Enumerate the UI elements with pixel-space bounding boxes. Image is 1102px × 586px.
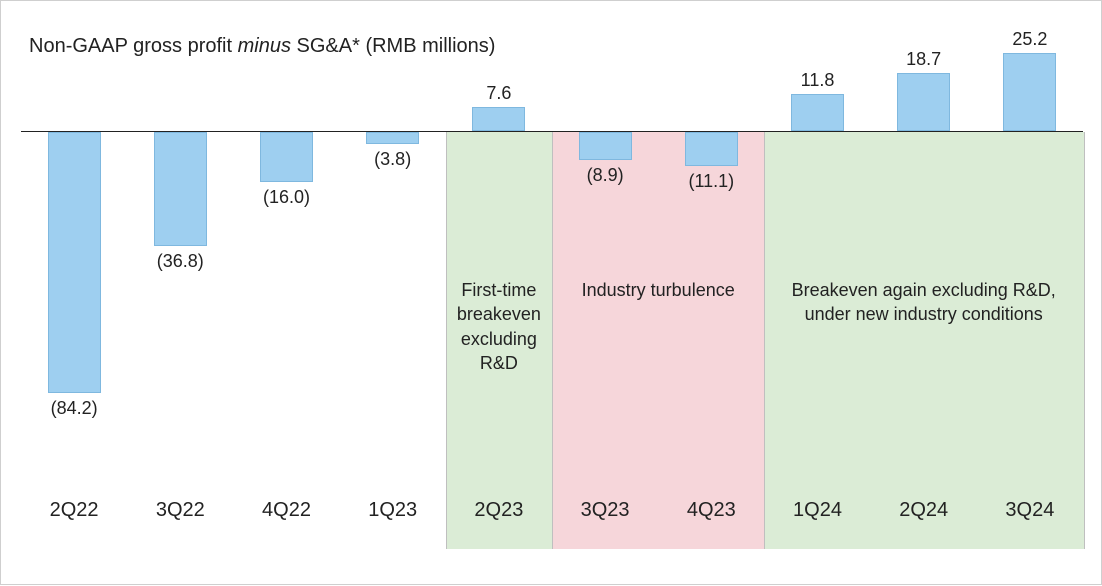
category-label: 2Q24 (899, 499, 948, 522)
bar (791, 94, 844, 131)
bar-value-label: 11.8 (801, 70, 835, 91)
category-label: 1Q24 (793, 499, 842, 522)
highlight-region (764, 132, 1085, 549)
chart-frame: Non-GAAP gross profit minus SG&A* (RMB m… (0, 0, 1102, 585)
bar-value-label: 18.7 (906, 49, 941, 70)
region-label: First-timebreakevenexcludingR&D (446, 278, 552, 375)
region-label: Breakeven again excluding R&D,under new … (764, 278, 1083, 327)
category-label: 4Q23 (687, 499, 736, 522)
region-label: Industry turbulence (552, 278, 764, 302)
bar (685, 132, 738, 166)
bar-value-label: (8.9) (587, 165, 624, 186)
bar (897, 73, 950, 131)
bar-value-label: 7.6 (486, 83, 511, 104)
bar (48, 132, 101, 393)
bar (154, 132, 207, 246)
bar-value-label: (11.1) (688, 171, 734, 192)
bar-value-label: (16.0) (263, 187, 310, 208)
category-label: 3Q23 (581, 499, 630, 522)
bar-value-label: (3.8) (374, 149, 411, 170)
bar (1003, 53, 1056, 131)
bar (366, 132, 419, 144)
bar-value-label: (36.8) (157, 251, 204, 272)
category-label: 4Q22 (262, 499, 311, 522)
bar (472, 107, 525, 131)
plot-area: First-timebreakevenexcludingR&DIndustry … (21, 1, 1083, 586)
bar (260, 132, 313, 182)
category-label: 3Q24 (1005, 499, 1054, 522)
bar-value-label: (84.2) (51, 398, 98, 419)
category-label: 1Q23 (368, 499, 417, 522)
category-label: 3Q22 (156, 499, 205, 522)
category-label: 2Q22 (50, 499, 99, 522)
bar-value-label: 25.2 (1012, 29, 1047, 50)
bar (579, 132, 632, 160)
category-label: 2Q23 (474, 499, 523, 522)
highlight-region (552, 132, 766, 549)
